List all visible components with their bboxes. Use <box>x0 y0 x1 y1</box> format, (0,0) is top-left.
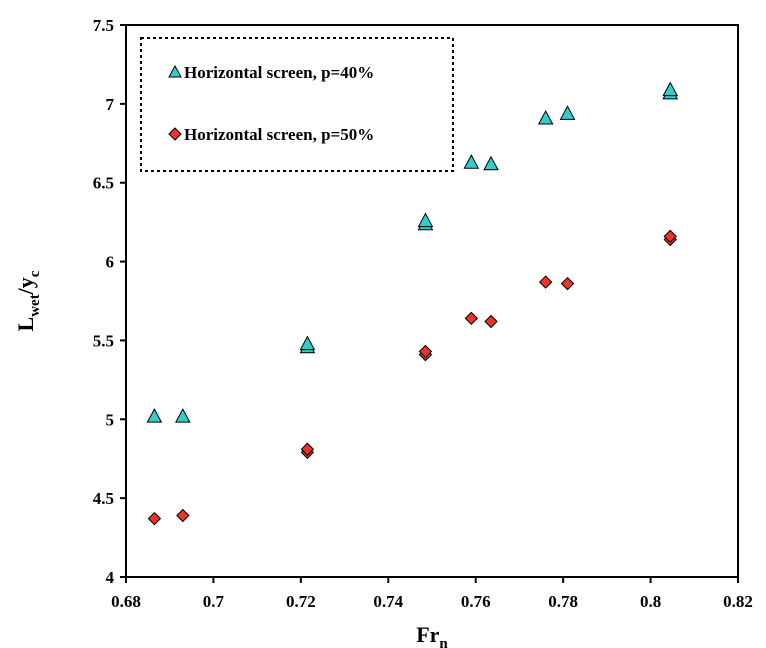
point-triangle-p40 <box>483 155 499 171</box>
y-tick-label: 7 <box>106 95 115 114</box>
x-tick-label: 0.78 <box>548 592 578 611</box>
x-tick-label: 0.68 <box>111 592 141 611</box>
x-tick-label: 0.72 <box>286 592 316 611</box>
point-triangle-p40 <box>662 81 679 97</box>
y-tick-label: 6.5 <box>93 174 114 193</box>
x-axis-title: Frn <box>416 622 448 648</box>
point-triangle-p40 <box>463 154 480 169</box>
point-diamond-p50 <box>663 229 677 244</box>
point-triangle-p40 <box>417 212 434 228</box>
point-triangle-p40 <box>299 335 316 351</box>
point-triangle-p40 <box>174 408 191 423</box>
point-diamond-p50 <box>300 442 315 456</box>
point-diamond-p50 <box>464 311 479 326</box>
x-tick-label: 0.8 <box>640 592 661 611</box>
point-diamond-p50 <box>484 314 498 329</box>
legend-box <box>140 37 454 172</box>
y-tick-label: 5.5 <box>93 331 114 350</box>
x-tick-label: 0.7 <box>203 592 225 611</box>
x-tick-label: 0.76 <box>461 592 491 611</box>
legend-marker-diamond <box>168 127 182 141</box>
y-tick-label: 5 <box>106 410 115 429</box>
x-axis: 0.68 0.7 0.72 0.74 0.76 0.78 0.8 0.82 <box>111 577 753 611</box>
data-points <box>146 81 679 526</box>
y-tick-label: 4.5 <box>93 489 114 508</box>
point-diamond-p50 <box>176 508 190 523</box>
point-triangle-p40 <box>146 408 163 423</box>
point-triangle-p40 <box>537 109 554 125</box>
y-tick-label: 6 <box>106 253 115 272</box>
x-tick-label: 0.74 <box>373 592 403 611</box>
point-diamond-p50 <box>560 276 575 291</box>
point-diamond-p50 <box>147 511 162 526</box>
legend: Horizontal screen, p=40% Horizontal scre… <box>140 37 454 172</box>
y-axis-title: Lwet/yc <box>13 270 43 331</box>
y-tick-label: 4 <box>106 568 115 587</box>
point-triangle-p40 <box>559 105 576 120</box>
point-diamond-p50 <box>418 344 433 359</box>
point-diamond-p50 <box>538 275 553 289</box>
legend-label-p40: Horizontal screen, p=40% <box>184 63 374 82</box>
x-tick-label: 0.82 <box>723 592 753 611</box>
y-axis: 4 4.5 5 5.5 6 6.5 7 7.5 <box>93 16 126 587</box>
y-tick-label: 7.5 <box>93 16 114 35</box>
legend-marker-triangle <box>168 64 182 78</box>
legend-label-p50: Horizontal screen, p=50% <box>184 125 374 144</box>
